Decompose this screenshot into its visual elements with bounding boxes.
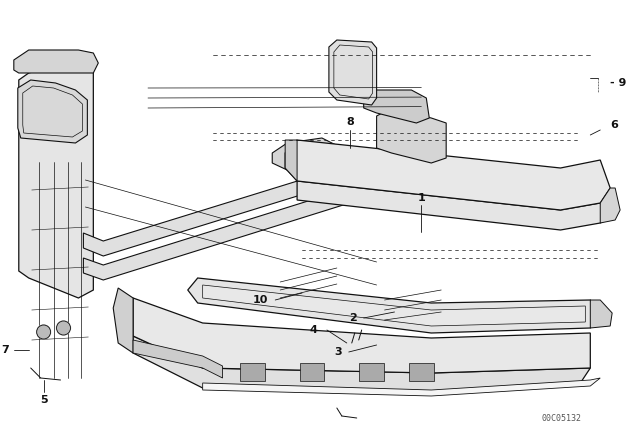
Polygon shape (83, 155, 381, 256)
Polygon shape (590, 300, 612, 328)
Polygon shape (600, 188, 620, 223)
Polygon shape (83, 178, 381, 280)
Polygon shape (133, 336, 590, 393)
Polygon shape (272, 138, 342, 183)
Text: 6: 6 (610, 120, 618, 130)
Text: - 9: - 9 (610, 78, 627, 88)
Polygon shape (18, 80, 88, 143)
Text: 3: 3 (334, 347, 342, 357)
Polygon shape (409, 363, 434, 381)
Text: 00C05132: 00C05132 (541, 414, 582, 423)
Polygon shape (19, 60, 93, 298)
Polygon shape (376, 108, 446, 163)
Circle shape (56, 321, 70, 335)
Polygon shape (133, 298, 590, 373)
Text: 7: 7 (1, 345, 9, 355)
Polygon shape (113, 288, 133, 353)
Polygon shape (285, 140, 297, 181)
Polygon shape (329, 40, 376, 105)
Polygon shape (297, 181, 610, 230)
Circle shape (36, 325, 51, 339)
Text: 2: 2 (349, 313, 356, 323)
Polygon shape (359, 363, 384, 381)
Polygon shape (285, 140, 610, 210)
Polygon shape (300, 363, 324, 381)
Text: 8: 8 (346, 117, 354, 127)
Polygon shape (203, 285, 586, 326)
Text: 4: 4 (309, 325, 317, 335)
Polygon shape (188, 278, 600, 333)
Text: 1: 1 (417, 193, 425, 203)
Polygon shape (14, 50, 99, 73)
Polygon shape (364, 90, 429, 123)
Polygon shape (203, 378, 600, 396)
Text: 5: 5 (40, 395, 47, 405)
Polygon shape (240, 363, 265, 381)
Polygon shape (133, 340, 223, 378)
Text: 10: 10 (253, 295, 268, 305)
